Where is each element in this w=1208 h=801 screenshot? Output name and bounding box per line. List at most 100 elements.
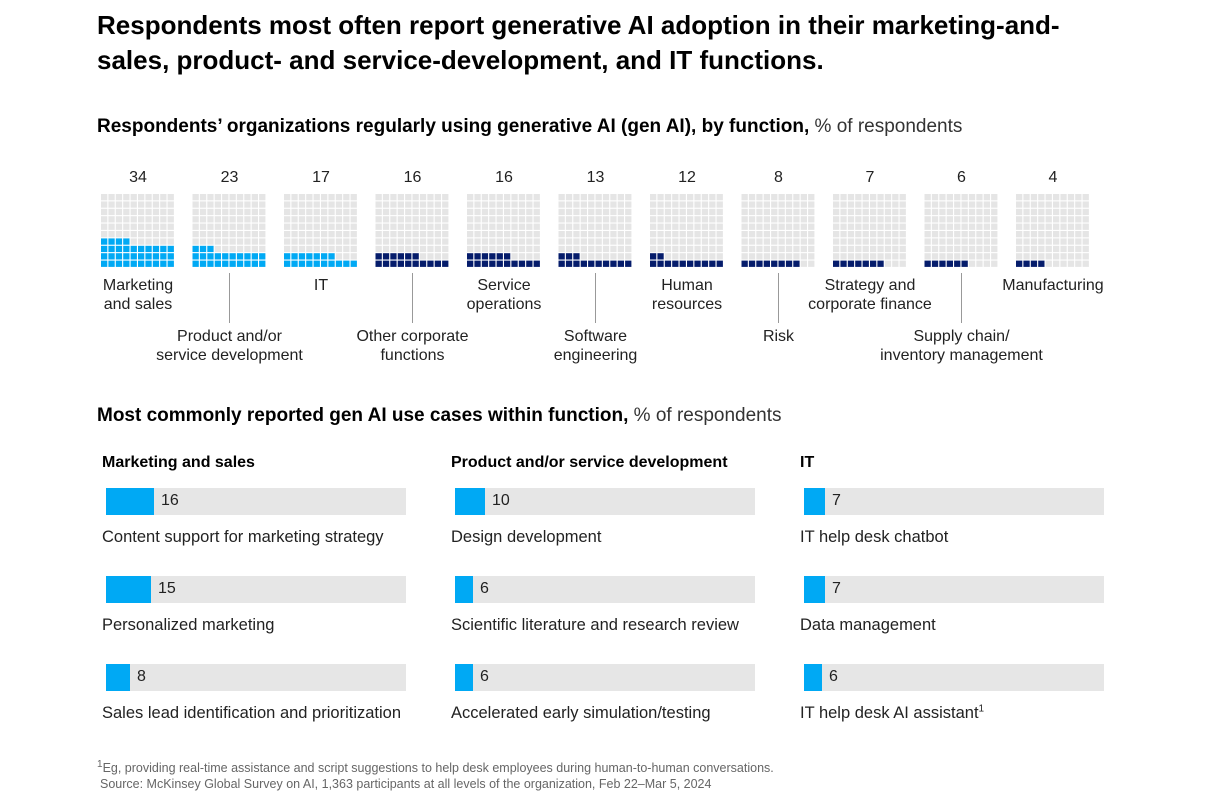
waffle-cell-filled	[222, 253, 229, 260]
waffle-cell-empty	[664, 245, 672, 253]
waffle-cell-empty	[489, 208, 496, 216]
waffle-cell-empty	[771, 231, 778, 238]
waffle-cell-empty	[222, 238, 229, 245]
waffle-cell-empty	[602, 194, 610, 201]
waffle-cell-filled	[748, 260, 756, 267]
waffle-cell-empty	[657, 216, 664, 223]
waffle-cell-filled	[115, 245, 123, 253]
waffle-cell-filled	[946, 260, 953, 267]
footnote-mark: 1	[97, 758, 103, 770]
waffle-cell-empty	[123, 201, 130, 208]
waffle-cell-empty	[343, 231, 350, 238]
waffle-cell-empty	[306, 216, 313, 223]
waffle-cell-empty	[192, 201, 199, 208]
waffle-cell-empty	[800, 223, 807, 230]
waffle-cell-empty	[222, 216, 229, 223]
waffle-cell-empty	[625, 245, 632, 253]
waffle-cell-filled	[207, 245, 214, 253]
waffle-cell-empty	[939, 201, 946, 208]
waffle-cell-empty	[892, 223, 899, 230]
waffle-cell-empty	[595, 238, 602, 245]
waffle-cell-filled	[405, 253, 412, 260]
waffle-marketing-and-sales: 34	[101, 169, 174, 267]
waffle-cell-filled	[214, 253, 221, 260]
waffle-cell-empty	[1067, 245, 1075, 253]
waffle-cell-empty	[481, 231, 489, 238]
waffle-cell-filled	[419, 260, 427, 267]
waffle-cell-empty	[1023, 223, 1030, 230]
waffle-value-label: 4	[1049, 169, 1058, 186]
waffle-cell-filled	[939, 260, 946, 267]
waffle-cell-empty	[580, 231, 587, 238]
waffle-cell-empty	[701, 201, 709, 208]
waffle-cell-empty	[229, 201, 236, 208]
waffle-cell-filled	[229, 253, 236, 260]
waffle-value-label: 6	[957, 169, 966, 186]
waffle-cell-empty	[101, 194, 108, 201]
waffle-cell-filled	[595, 260, 602, 267]
waffle-cell-empty	[328, 201, 335, 208]
waffle-cell-filled	[108, 245, 115, 253]
waffle-cell-empty	[442, 238, 449, 245]
waffle-cell-empty	[343, 245, 350, 253]
waffle-cell-filled	[306, 260, 313, 267]
waffle-cell-empty	[442, 201, 449, 208]
waffle-cell-empty	[1075, 201, 1082, 208]
function-label-strategy-and-corporate-finance: Strategy and corporate finance	[808, 277, 932, 313]
waffle-cell-filled	[741, 260, 748, 267]
waffle-cell-empty	[610, 231, 617, 238]
waffle-cell-empty	[657, 238, 664, 245]
waffle-cell-empty	[595, 245, 602, 253]
waffle-cell-empty	[1045, 208, 1052, 216]
waffle-cell-empty	[672, 238, 679, 245]
waffle-cell-empty	[427, 194, 434, 201]
waffle-cell-empty	[115, 231, 123, 238]
waffle-cell-empty	[236, 208, 244, 216]
waffle-cell-empty	[489, 216, 496, 223]
waffle-cell-empty	[222, 223, 229, 230]
waffle-cell-empty	[716, 245, 723, 253]
waffle-cell-empty	[1082, 223, 1089, 230]
waffle-cell-empty	[152, 231, 160, 238]
waffle-cell-empty	[1038, 201, 1045, 208]
waffle-cell-empty	[412, 216, 419, 223]
waffle-cell-filled	[321, 253, 328, 260]
waffle-cell-empty	[961, 201, 968, 208]
waffle-cell-empty	[793, 194, 800, 201]
waffle-cell-empty	[192, 231, 199, 238]
waffle-cell-empty	[610, 216, 617, 223]
waffle-cell-empty	[709, 223, 716, 230]
waffle-cell-empty	[808, 245, 815, 253]
waffle-value-label: 12	[678, 169, 696, 186]
waffle-cell-empty	[580, 253, 587, 260]
waffle-cell-empty	[748, 201, 756, 208]
usecase-section-title: Most commonly reported gen AI use cases …	[97, 404, 782, 428]
waffle-cell-empty	[496, 245, 503, 253]
bar-value-label: 10	[492, 492, 510, 509]
waffle-cell-empty	[610, 253, 617, 260]
waffle-cell-empty	[533, 208, 540, 216]
waffle-cell-empty	[298, 201, 306, 208]
waffle-cell-empty	[145, 231, 152, 238]
waffle-cell-empty	[481, 245, 489, 253]
waffle-cell-filled	[489, 260, 496, 267]
waffle-cell-filled	[199, 260, 207, 267]
waffle-cell-empty	[1016, 253, 1023, 260]
waffle-cell-empty	[672, 223, 679, 230]
waffle-cell-empty	[160, 223, 167, 230]
waffle-cell-empty	[892, 238, 899, 245]
waffle-cell-empty	[518, 223, 526, 230]
waffle-cell-empty	[259, 223, 266, 230]
waffle-cell-empty	[580, 208, 587, 216]
waffle-cell-empty	[694, 238, 701, 245]
waffle-cell-empty	[1030, 238, 1038, 245]
waffle-cell-empty	[573, 208, 580, 216]
waffle-cell-empty	[1045, 216, 1052, 223]
page-title: Respondents most often report generative…	[97, 10, 1060, 75]
waffle-cell-empty	[565, 194, 573, 201]
waffle-cell-filled	[657, 253, 664, 260]
waffle-cell-empty	[130, 216, 137, 223]
waffle-cell-empty	[1030, 231, 1038, 238]
waffle-cell-empty	[716, 194, 723, 201]
waffle-cell-filled	[167, 260, 174, 267]
